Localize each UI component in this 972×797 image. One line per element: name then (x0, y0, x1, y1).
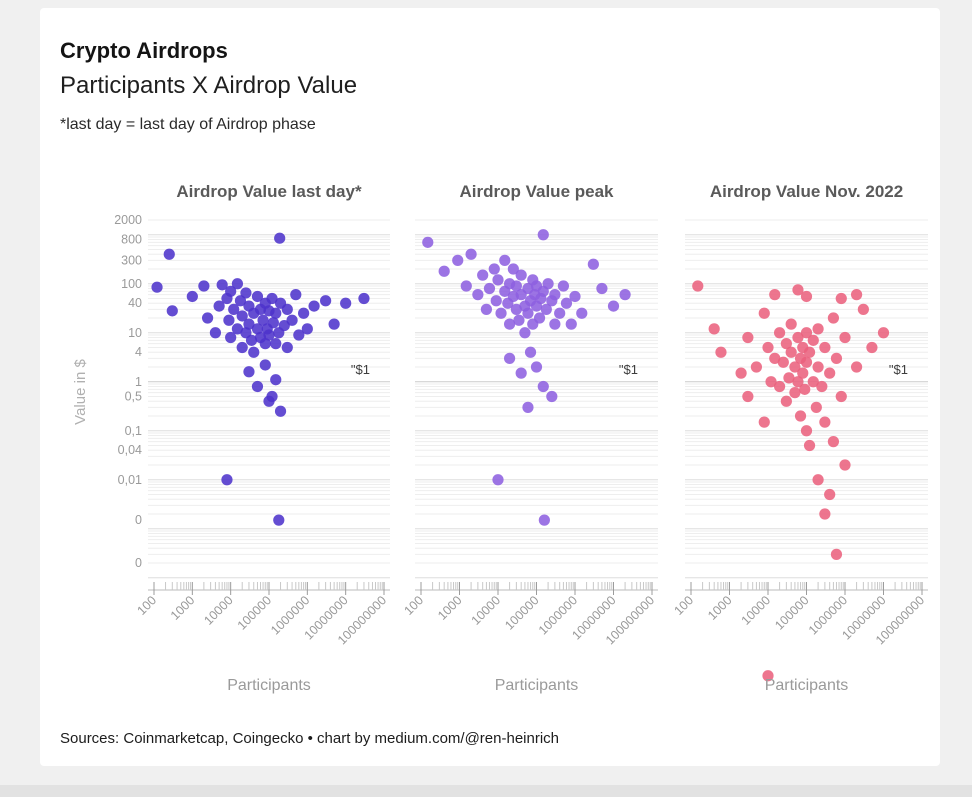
svg-text:10000: 10000 (201, 593, 236, 628)
svg-text:0: 0 (135, 513, 142, 527)
y-axis-label: Value in $ (72, 359, 89, 425)
x-axis-label-2: Participants (494, 677, 579, 694)
svg-text:0,1: 0,1 (125, 424, 142, 438)
page-title: Crypto Airdrops (60, 38, 228, 63)
x-axis-label-1: Participants (227, 677, 311, 694)
svg-text:0,04: 0,04 (118, 443, 142, 457)
svg-text:100: 100 (671, 593, 696, 618)
panel-title-nov-2022: Airdrop Value Nov. 2022 (709, 182, 904, 201)
svg-text:"$1: "$1 (351, 362, 370, 377)
x-axis-label-3: Participants (764, 677, 849, 694)
svg-text:4: 4 (135, 345, 142, 359)
svg-text:"$1: "$1 (619, 362, 638, 377)
svg-text:100: 100 (134, 593, 159, 618)
svg-text:10000: 10000 (469, 593, 504, 628)
svg-text:40: 40 (128, 296, 142, 310)
svg-text:1000: 1000 (705, 593, 735, 623)
svg-text:100: 100 (401, 593, 426, 618)
panel-title-peak: Airdrop Value peak (459, 182, 614, 201)
svg-text:10000: 10000 (739, 593, 774, 628)
svg-text:300: 300 (121, 253, 142, 267)
svg-text:800: 800 (121, 232, 142, 246)
bottom-edge-strip (0, 785, 972, 797)
svg-text:2000: 2000 (114, 213, 142, 227)
panel-title-last-day: Airdrop Value last day* (176, 182, 362, 201)
page-subtitle: Participants X Airdrop Value (60, 72, 358, 99)
svg-text:1: 1 (135, 375, 142, 389)
svg-text:"$1: "$1 (889, 362, 908, 377)
chart-card (40, 8, 940, 766)
svg-text:0: 0 (135, 556, 142, 570)
source-credit: Sources: Coinmarketcap, Coingecko • char… (60, 730, 560, 747)
svg-text:0,01: 0,01 (118, 473, 142, 487)
footnote: *last day = last day of Airdrop phase (60, 116, 316, 133)
svg-text:1000: 1000 (435, 593, 465, 623)
svg-text:0,5: 0,5 (125, 390, 142, 404)
svg-text:10: 10 (128, 326, 142, 340)
svg-text:100: 100 (121, 277, 142, 291)
svg-text:1000: 1000 (168, 593, 198, 623)
